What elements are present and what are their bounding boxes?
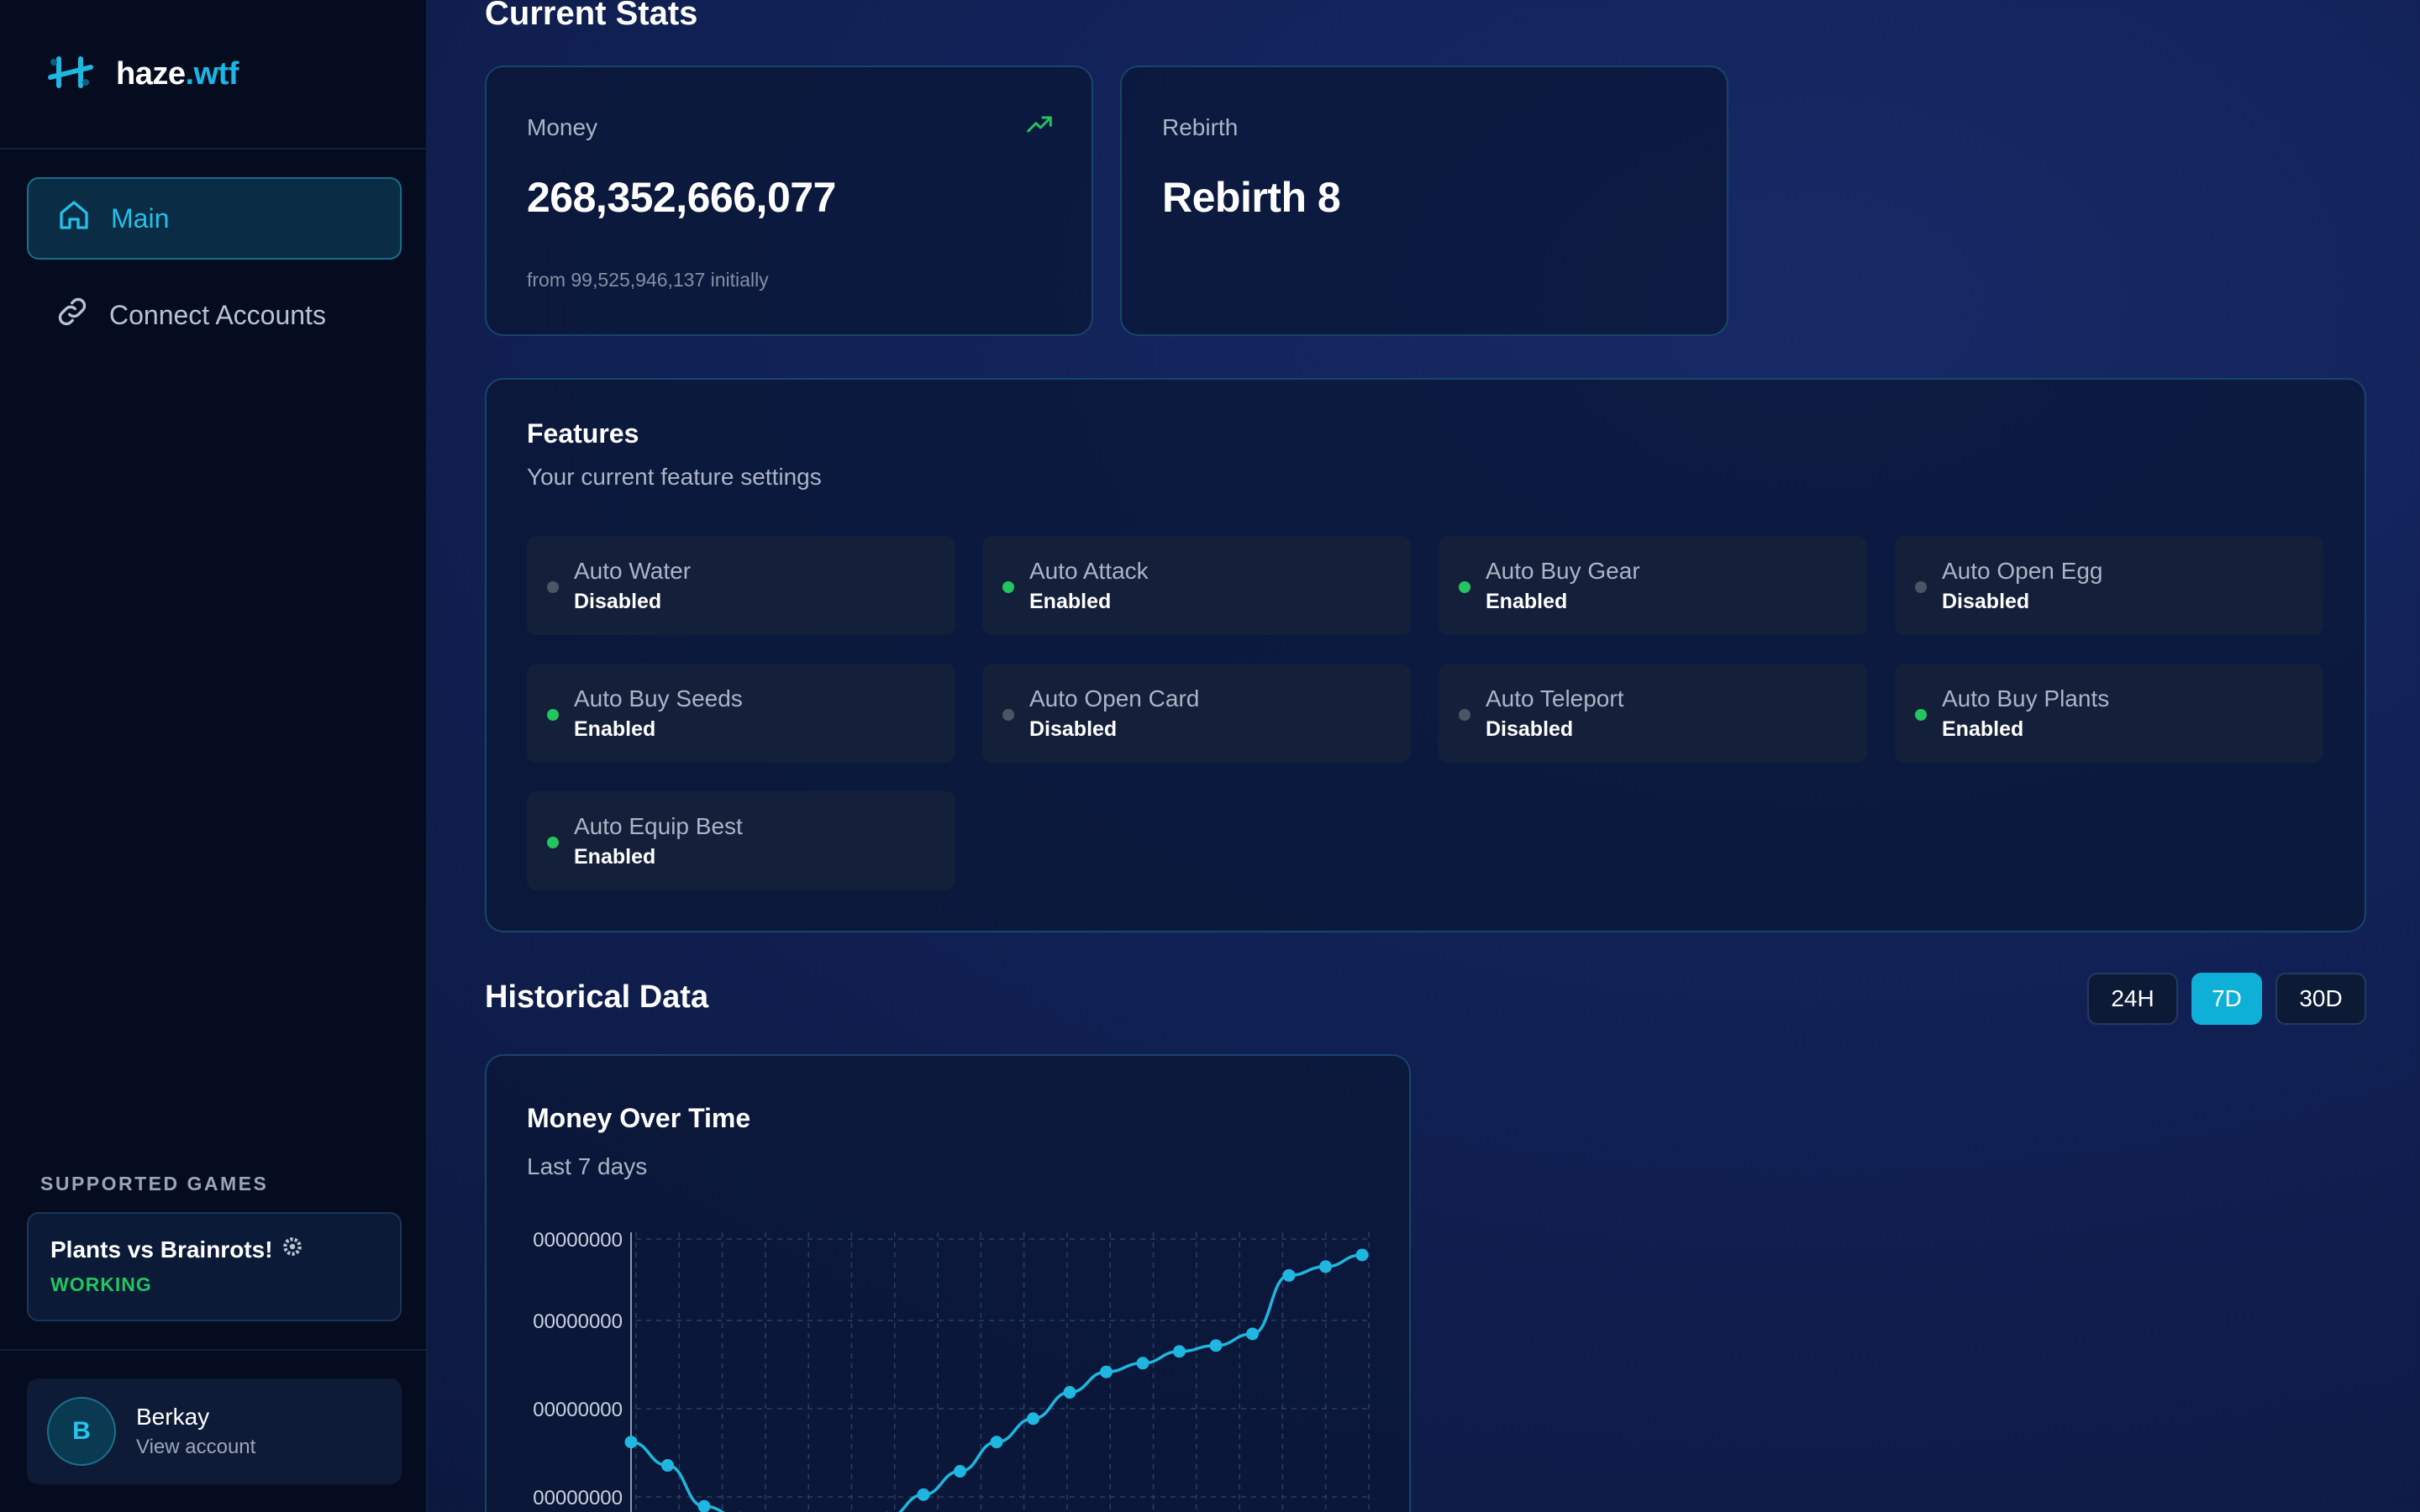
status-dot-enabled xyxy=(547,709,559,721)
feature-name: Auto Buy Seeds xyxy=(574,685,743,711)
data-point xyxy=(1209,1339,1223,1352)
data-point xyxy=(954,1465,966,1478)
money-value: 268,352,666,077 xyxy=(527,174,836,221)
brand-name: haze.wtf xyxy=(116,55,239,92)
feature-state: Enabled xyxy=(1942,717,2024,741)
feature-name: Auto Water xyxy=(574,558,692,584)
feature-state: Enabled xyxy=(1029,590,1112,613)
feature-name: Auto Teleport xyxy=(1486,685,1624,711)
trending-up-icon xyxy=(1026,114,1053,139)
status-dot-disabled xyxy=(1459,709,1470,721)
data-point xyxy=(624,1436,638,1449)
status-dot-enabled xyxy=(1459,581,1470,593)
chart-title: Money Over Time xyxy=(527,1103,751,1133)
data-point xyxy=(1063,1386,1076,1399)
feature-item: Auto Water Disabled xyxy=(527,536,955,635)
sidebar-item-label: Connect Accounts xyxy=(109,299,326,330)
feature-item: Auto Teleport Disabled xyxy=(1439,664,1867,763)
rebirth-label: Rebirth xyxy=(1162,114,1239,140)
feature-item: Auto Equip Best Enabled xyxy=(527,791,955,890)
brand[interactable]: haze.wtf xyxy=(47,50,239,97)
features-subtitle: Your current feature settings xyxy=(527,464,822,490)
data-point xyxy=(1282,1268,1296,1282)
supported-games-label: SUPPORTED GAMES xyxy=(40,1173,269,1194)
feature-state: Disabled xyxy=(574,590,662,613)
feature-item: Auto Open Egg Disabled xyxy=(1895,536,2323,635)
y-tick-label: 00000000 xyxy=(533,1310,623,1333)
data-point xyxy=(990,1436,1003,1449)
data-point xyxy=(1246,1327,1259,1341)
historical-data-title: Historical Data xyxy=(485,979,709,1015)
money-card: Money 268,352,666,077 from 99,525,946,13… xyxy=(485,66,1093,336)
feature-item: Auto Buy Plants Enabled xyxy=(1895,664,2323,763)
chart-subtitle: Last 7 days xyxy=(527,1153,648,1179)
game-name: Plants vs Brainrots! xyxy=(50,1236,378,1263)
feature-item: Auto Buy Gear Enabled xyxy=(1439,536,1867,635)
features-title: Features xyxy=(527,418,639,449)
rebirth-value: Rebirth 8 xyxy=(1162,174,1341,221)
range-30d-button[interactable]: 30D xyxy=(2275,973,2366,1025)
feature-name: Auto Attack xyxy=(1029,558,1149,584)
feature-name: Auto Buy Gear xyxy=(1486,558,1640,584)
feature-state: Disabled xyxy=(1942,590,2030,613)
sidebar: haze.wtf Main Connect Accounts SUPPORTED… xyxy=(0,0,428,1512)
data-point xyxy=(661,1459,674,1473)
status-dot-disabled xyxy=(1002,709,1014,721)
y-tick-label: 00000000 xyxy=(533,1487,623,1509)
feature-item: Auto Attack Enabled xyxy=(982,536,1411,635)
data-point xyxy=(1027,1412,1039,1425)
sidebar-item-connect-accounts[interactable]: Connect Accounts xyxy=(27,274,402,356)
current-stats-title: Current Stats xyxy=(485,0,698,32)
status-dot-enabled xyxy=(1915,709,1927,721)
gear-icon xyxy=(281,1236,303,1263)
feature-name: Auto Open Card xyxy=(1029,685,1200,711)
status-dot-enabled xyxy=(1002,581,1014,593)
sidebar-divider xyxy=(0,1349,428,1351)
feature-item: Auto Buy Seeds Enabled xyxy=(527,664,955,763)
feature-name: Auto Open Egg xyxy=(1942,558,2103,584)
data-point xyxy=(1319,1260,1332,1273)
data-point xyxy=(917,1488,930,1501)
features-card: Features Your current feature settings A… xyxy=(485,378,2366,932)
feature-item: Auto Open Card Disabled xyxy=(982,664,1411,763)
feature-state: Enabled xyxy=(574,717,656,741)
account-info: Berkay View account xyxy=(136,1404,255,1459)
avatar: B xyxy=(47,1397,116,1466)
feature-state: Disabled xyxy=(1029,717,1118,741)
status-dot-disabled xyxy=(547,581,559,593)
rebirth-card: Rebirth Rebirth 8 xyxy=(1120,66,1728,336)
account-name: Berkay xyxy=(136,1404,210,1430)
sidebar-divider xyxy=(0,148,428,150)
money-initial: from 99,525,946,137 initially xyxy=(527,269,769,291)
account-sub: View account xyxy=(136,1436,256,1458)
feature-name: Auto Buy Plants xyxy=(1942,685,2110,711)
data-point xyxy=(1173,1345,1186,1358)
feature-name: Auto Equip Best xyxy=(574,813,743,839)
feature-state: Enabled xyxy=(574,845,656,869)
y-tick-label: 00000000 xyxy=(533,1399,623,1421)
data-point xyxy=(1100,1365,1113,1378)
money-line-chart: 00000000 00000000 00000000 00000000 xyxy=(533,1229,1370,1512)
home-icon xyxy=(57,198,91,239)
feature-state: Disabled xyxy=(1486,717,1574,741)
money-label: Money xyxy=(527,114,598,140)
series-line xyxy=(630,1253,1363,1512)
sidebar-item-main[interactable]: Main xyxy=(27,177,402,260)
money-chart-card: Money Over Time Last 7 days 00000000 0000… xyxy=(485,1054,1411,1512)
data-point xyxy=(1355,1248,1369,1262)
game-card[interactable]: Plants vs Brainrots! WORKING xyxy=(27,1212,402,1321)
y-tick-label: 00000000 xyxy=(533,1229,623,1252)
link-icon xyxy=(55,295,89,335)
game-status-badge: WORKING xyxy=(50,1273,152,1295)
brand-logo-icon xyxy=(47,54,96,95)
data-point xyxy=(697,1499,711,1512)
range-24h-button[interactable]: 24H xyxy=(2087,973,2178,1025)
status-dot-enabled xyxy=(547,837,559,848)
data-point xyxy=(1136,1357,1150,1370)
account-button[interactable]: B Berkay View account xyxy=(27,1378,402,1484)
status-dot-disabled xyxy=(1915,581,1927,593)
feature-state: Enabled xyxy=(1486,590,1568,613)
sidebar-item-label: Main xyxy=(111,202,170,234)
range-7d-button[interactable]: 7D xyxy=(2191,973,2262,1025)
